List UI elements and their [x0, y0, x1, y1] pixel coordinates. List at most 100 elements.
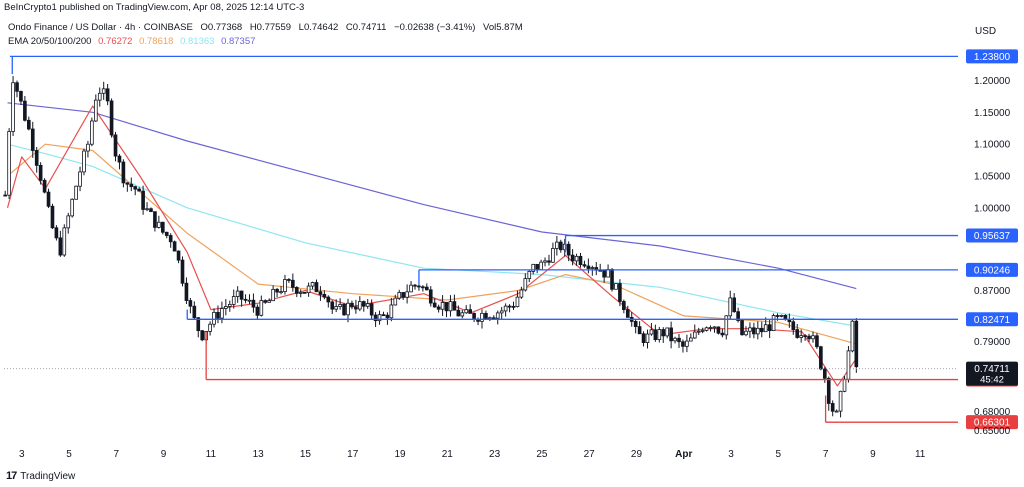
candle-body [586, 265, 591, 269]
candle-body [90, 120, 94, 145]
level-tag-label: 0.95637 [974, 231, 1011, 242]
candle-body [421, 286, 425, 289]
candle-body [224, 306, 228, 309]
candle-body [692, 331, 697, 339]
candle-body [259, 300, 264, 316]
candle-body [216, 311, 220, 319]
level-tag-label: 0.66301 [974, 418, 1011, 429]
candle-body [543, 260, 547, 263]
x-tick-label: 27 [584, 449, 596, 460]
ema50-line [7, 143, 857, 345]
candle-body [763, 324, 768, 333]
candle-body [712, 326, 717, 329]
candle-body [574, 255, 579, 262]
candle-body [354, 306, 358, 310]
price-tick-label: 1.05000 [974, 171, 1011, 182]
candle-body [752, 327, 756, 335]
candle-body [547, 260, 551, 263]
candle-body [811, 335, 815, 340]
candle-body [673, 337, 677, 342]
candle-body [212, 311, 216, 325]
candle-body [149, 208, 153, 213]
candle-body [696, 330, 701, 333]
candle-body [82, 150, 86, 173]
candle-body [145, 208, 149, 211]
candle-body [432, 302, 437, 308]
candle-body [464, 309, 469, 314]
candle-body [819, 346, 823, 370]
x-tick-label: 11 [206, 449, 217, 460]
candle-body [365, 303, 370, 307]
candle-body [491, 317, 496, 320]
candle-body [499, 310, 504, 314]
candle-body [578, 255, 583, 266]
candle-body [153, 211, 157, 228]
candle-body [291, 279, 295, 288]
ema-100-value: 0.81363 [180, 36, 215, 47]
axes: 3 5 7 9 11 13 15 17 19 21 23 25 27 29 Apr 3 5 7 9 11 1.20000… [19, 76, 1011, 460]
candle-body [775, 315, 780, 317]
price-tick-label: 0.79000 [974, 337, 1011, 348]
candle-body [637, 326, 642, 335]
candle-body [34, 150, 39, 166]
candle-body [342, 303, 346, 316]
candle-body [523, 278, 528, 291]
candle-body [448, 301, 453, 312]
candle-body [708, 327, 713, 329]
x-tick-label: 7 [823, 449, 829, 460]
candle-body [208, 323, 212, 332]
price-tick-label: 0.65000 [974, 426, 1011, 437]
x-tick-label: 17 [347, 449, 359, 460]
candle-body [436, 306, 441, 310]
candle-body [724, 315, 729, 336]
level-tag-label: 0.90246 [974, 265, 1011, 276]
candle-body [377, 314, 382, 322]
ema20-line [6, 105, 857, 387]
high-value: H0.77559 [249, 22, 292, 33]
candle-body [105, 88, 110, 102]
candle-body [247, 299, 252, 302]
candle-body [125, 182, 130, 185]
x-tick-label: 5 [776, 449, 782, 460]
candle-body [748, 327, 752, 332]
candle-body [681, 341, 685, 347]
ema-label: EMA 20/50/100/200 [8, 36, 92, 47]
candle-body [606, 269, 610, 278]
candle-body [444, 302, 449, 312]
candle-body [97, 92, 102, 101]
candle-body [30, 128, 35, 151]
candle-body [440, 302, 445, 310]
candle-body [610, 269, 614, 290]
x-tick-label: 9 [161, 449, 167, 460]
candle-body [669, 327, 673, 342]
candle-body [405, 291, 409, 298]
candle-body [531, 263, 536, 272]
candle-body [389, 304, 394, 319]
candle-body [23, 100, 27, 121]
candle-body [633, 321, 638, 328]
candle-body [472, 312, 476, 320]
footer-brand[interactable]: 17 TradingView [6, 470, 75, 482]
candle-body [456, 309, 461, 317]
level-tag [966, 228, 1018, 243]
candle-body [58, 237, 63, 256]
symbol-title[interactable]: Ondo Finance / US Dollar · 4h · COINBASE [8, 22, 193, 33]
candle-body [137, 188, 141, 192]
candle-body [361, 301, 366, 307]
candle-body [720, 332, 725, 336]
candle-body [263, 300, 268, 303]
ema-legend[interactable]: EMA 20/50/100/200 0.76272 0.78618 0.8136… [8, 36, 259, 47]
candle-body [78, 171, 82, 187]
candle-body [582, 264, 587, 267]
candle-body [842, 378, 847, 392]
candle-body [109, 100, 114, 136]
currency-label[interactable]: USD [975, 26, 997, 37]
candle-body [393, 297, 398, 306]
candle-body [700, 329, 705, 332]
candle-body [11, 82, 15, 132]
candle-body [176, 250, 181, 261]
candle-body [46, 191, 51, 207]
x-tick-label: Apr [675, 449, 692, 460]
candle-body [779, 314, 784, 317]
